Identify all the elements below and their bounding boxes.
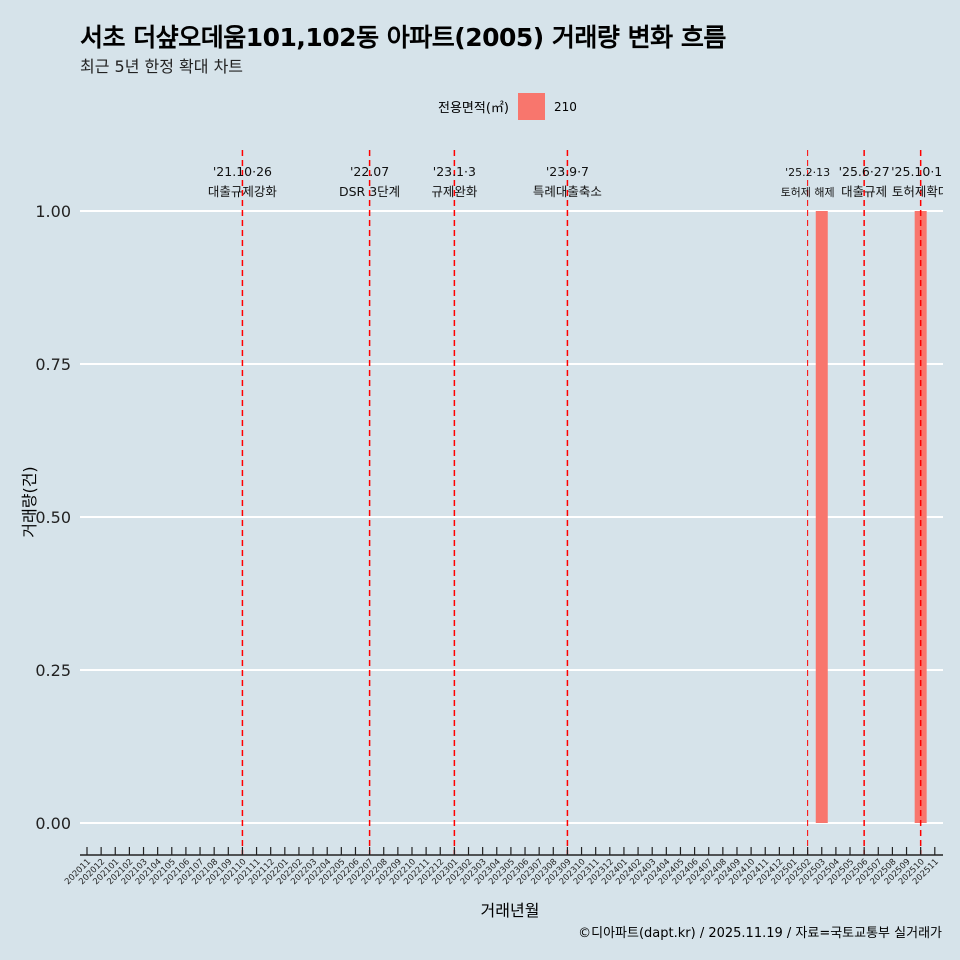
legend: 전용면적(㎡) 210 — [438, 93, 577, 120]
event-date: '25.10·15 — [891, 164, 950, 179]
legend-title: 전용면적(㎡) — [438, 101, 509, 116]
event-date: '25.2·13 — [785, 166, 830, 179]
y-tick-label: 0.00 — [35, 814, 71, 833]
y-tick-label: 0.75 — [35, 355, 71, 374]
chart-subtitle: 최근 5년 한정 확대 차트 — [80, 57, 244, 76]
event-label: 대출규제강화 — [208, 184, 278, 199]
legend-swatch — [517, 93, 545, 120]
caption: ©디아파트(dapt.kr) / 2025.11.19 / 자료=국토교통부 실… — [578, 926, 942, 941]
event-label: 토허제 해제 — [781, 185, 835, 199]
chart-title: 서초 더샾오데움101,102동 아파트(2005) 거래량 변화 흐름 — [80, 23, 726, 52]
legend-label: 210 — [553, 99, 577, 114]
event-date: '25.6·27 — [839, 164, 890, 179]
event-label: 대출규제 — [841, 184, 887, 199]
event-label: 규제완화 — [431, 184, 478, 199]
bar-202510 — [914, 211, 927, 823]
event-label: DSR 3단계 — [339, 184, 400, 199]
event-date: '23.1·3 — [433, 164, 476, 179]
y-tick-label: 0.25 — [35, 661, 71, 680]
event-date: '23.9·7 — [546, 164, 589, 179]
x-axis-label: 거래년월 — [480, 901, 540, 920]
bar-202503 — [815, 211, 828, 823]
event-label: 토허제확대 — [892, 184, 950, 199]
event-date: '21.10·26 — [213, 164, 272, 179]
event-label: 특례대출축소 — [533, 184, 602, 199]
y-tick-label: 0.50 — [35, 508, 71, 527]
plot-content: '21.10·26 대출규제강화 '22.07 DSR 3단계 '23.1·3 규제완화 '… — [80, 150, 950, 855]
event-date: '22.07 — [350, 164, 389, 179]
y-tick-label: 1.00 — [35, 202, 71, 221]
